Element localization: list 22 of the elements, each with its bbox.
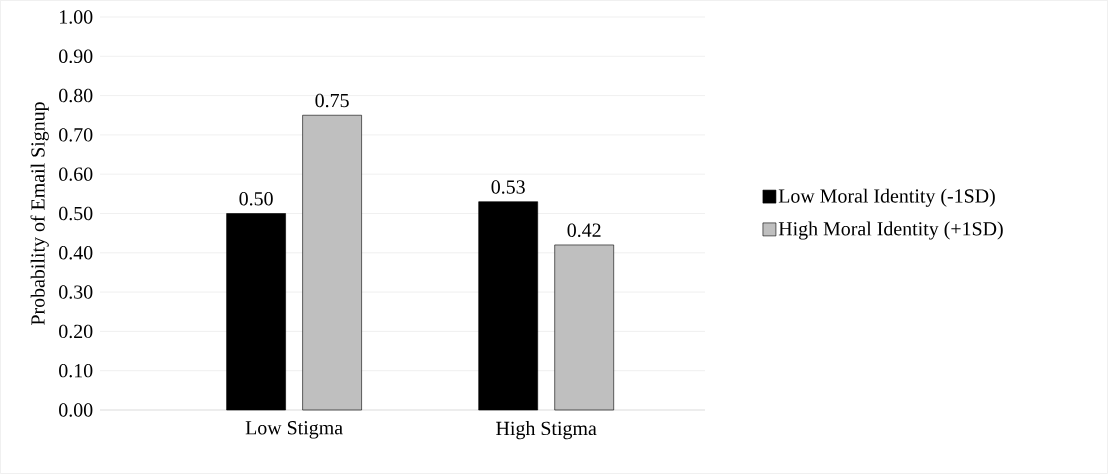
y-tick-label: 0.10 [59,363,93,378]
bar [226,213,286,411]
y-tick-label: 0.50 [59,206,93,221]
y-axis-title: Probability of Email Signup [30,102,49,325]
y-tick-label: 1.00 [60,10,93,24]
y-tick-label: 0.40 [59,246,93,260]
y-tick-label: 0.20 [59,324,93,339]
data-label: 0.42 [567,223,601,237]
data-label: 0.50 [239,192,273,206]
y-tick-label: 0.70 [59,128,93,142]
y-tick-label: 0.90 [59,49,93,64]
x-tick-label: Low Stigma [245,421,343,439]
y-tick-label: 0.80 [59,88,93,103]
y-tick-label: 0.00 [59,403,93,417]
legend-label: Low Moral Identity (-1SD) [778,188,995,207]
data-label: 0.53 [491,180,525,194]
bar [478,201,538,411]
y-tick-label: 0.30 [59,285,93,299]
data-label: 0.75 [315,93,349,108]
y-tick-label: 0.60 [59,167,93,181]
x-tick-label: High Stigma [496,421,597,440]
legend-label: High Moral Identity (+1SD) [778,221,1003,240]
